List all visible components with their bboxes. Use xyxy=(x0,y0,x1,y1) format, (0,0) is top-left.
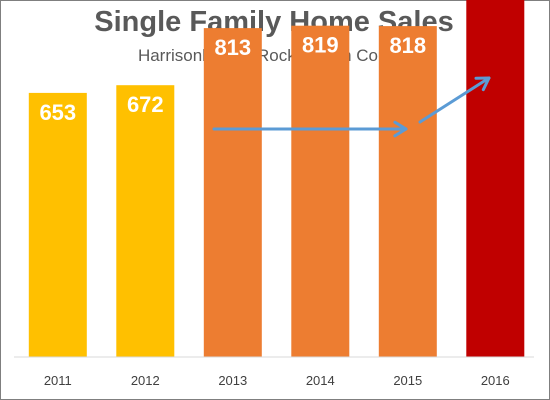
bar-2016 xyxy=(466,0,525,358)
bar-2011 xyxy=(28,92,87,358)
bar-2015 xyxy=(378,26,437,357)
x-tick-2013: 2013 xyxy=(218,373,247,388)
data-label-2012: 672 xyxy=(127,92,164,117)
bar-2012 xyxy=(116,85,175,357)
flat-trend-arrow xyxy=(212,120,408,138)
x-tick-2012: 2012 xyxy=(131,373,160,388)
trend-arrows xyxy=(212,76,491,138)
bars-layer: 653672813819818978 xyxy=(28,0,525,358)
x-tick-2011: 2011 xyxy=(44,373,72,388)
bar-2014 xyxy=(291,25,350,357)
data-label-2011: 653 xyxy=(39,100,76,125)
x-tick-2014: 2014 xyxy=(306,373,335,388)
bar-2013 xyxy=(203,28,262,357)
x-tick-labels: 2011 2012 2013 2014 2015 2016 xyxy=(44,373,510,388)
data-label-2013: 813 xyxy=(214,35,251,60)
data-label-2015: 818 xyxy=(389,33,426,58)
x-tick-2015: 2015 xyxy=(393,373,422,388)
data-label-2014: 819 xyxy=(302,33,339,58)
x-tick-2016: 2016 xyxy=(481,373,510,388)
upward-trend-arrow xyxy=(418,76,491,124)
